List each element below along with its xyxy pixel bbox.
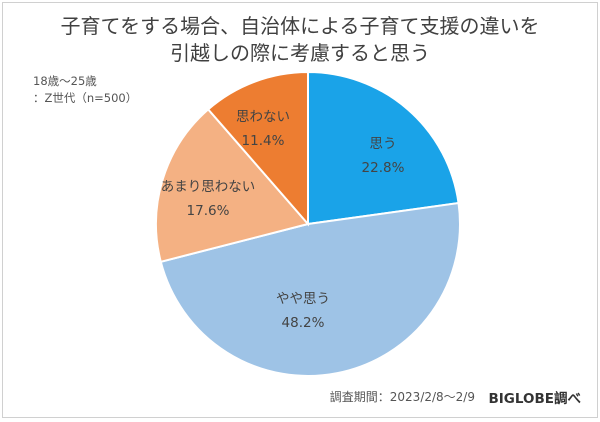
chart-title-line-1: 子育てをする場合、自治体による子育て支援の違いを (60, 14, 540, 38)
slice-value-1: 22.8% (362, 160, 405, 176)
slice-label-3: あまり思わない (161, 179, 256, 195)
pie-slice-2 (159, 201, 461, 377)
slice-label-2: やや思う (276, 291, 330, 307)
slice-value-3: 17.6% (187, 203, 230, 219)
sample-note-size: ：Z世代（n=500） (33, 91, 138, 105)
slice-value-2: 48.2% (282, 315, 325, 331)
slice-label-4: 思わない (236, 109, 290, 125)
chart-frame: 子育てをする場合、自治体による子育て支援の違いを 引越しの際に考慮すると思う 1… (2, 2, 598, 418)
chart-title-line-2: 引越しの際に考慮すると思う (170, 41, 430, 65)
pie-slice-1 (307, 70, 460, 226)
data-source: BIGLOBE調べ (488, 391, 581, 407)
slice-value-4: 11.4% (242, 133, 285, 149)
survey-period: 調査期間：2023/2/8〜2/9 (329, 390, 475, 404)
pie-chart: 思う 22.8% やや思う 48.2% あまり思わない 17.6% 思わない 11.4% (155, 70, 461, 377)
pie-slice-4 (206, 70, 309, 227)
slice-label-1: 思う (370, 136, 397, 152)
sample-note-age: 18歳〜25歳 (33, 74, 97, 88)
pie-slice-3 (155, 107, 310, 264)
